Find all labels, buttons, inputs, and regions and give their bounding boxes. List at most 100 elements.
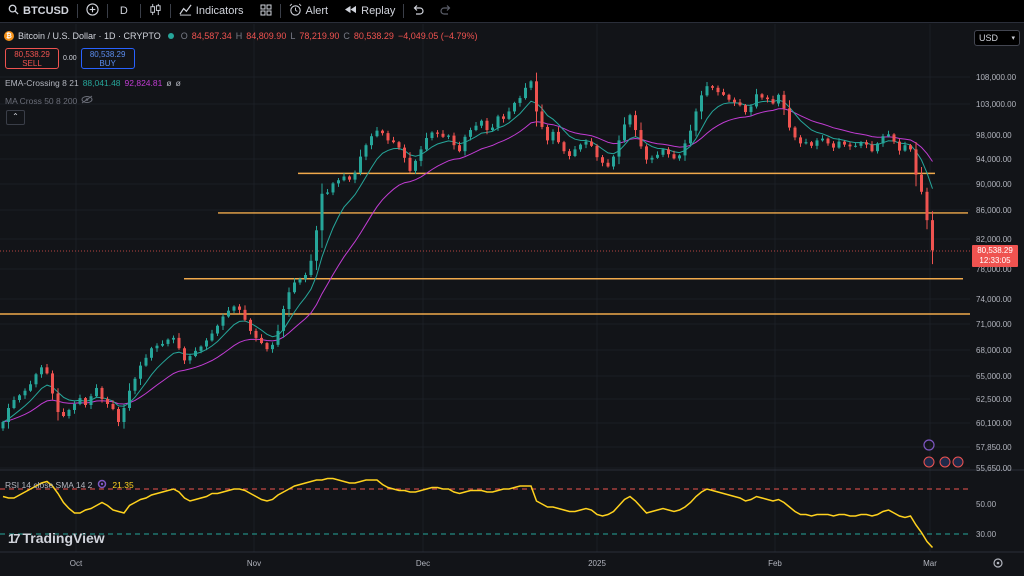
buy-button[interactable]: 80,538.29 BUY (80, 48, 135, 69)
alert-button[interactable]: Alert (281, 0, 337, 22)
divider (139, 4, 141, 18)
price-tick-label: 82,000.00 (976, 235, 1012, 244)
legend-title[interactable]: Bitcoin / U.S. Dollar · 1D · CRYPTO (18, 31, 161, 41)
high-label: H (235, 31, 243, 41)
candle-body (205, 340, 208, 347)
candle-body (210, 333, 214, 341)
replay-button[interactable]: Replay (336, 0, 403, 22)
interval-button[interactable]: D (108, 0, 140, 22)
price-tick-label: 74,000.00 (976, 295, 1012, 304)
time-tick-label: Oct (70, 559, 83, 568)
eye-hidden-icon[interactable] (81, 95, 93, 106)
ma-name: MA Cross 50 8 200 (5, 95, 78, 106)
sell-button[interactable]: 80,538.29 SELL (5, 48, 59, 69)
currency-selector[interactable]: USD ▾ (974, 30, 1020, 46)
tradingview-logo[interactable]: 17 TradingView (8, 530, 105, 546)
indicators-button[interactable]: Indicators (171, 0, 252, 22)
candle-body (386, 133, 390, 141)
ema-indicator-legend[interactable]: EMA-Crossing 8 21 88,041.48 92,824.81 ø … (5, 78, 181, 88)
candle-body (309, 260, 313, 275)
candle-body (78, 398, 82, 404)
candle-body (111, 404, 115, 409)
candle-body (524, 87, 527, 99)
candle-body (150, 348, 153, 358)
divider (106, 4, 108, 18)
redo-icon (440, 4, 452, 18)
candle-body (199, 346, 203, 351)
chevron-down-icon: ▾ (1011, 35, 1015, 42)
candle-body (815, 140, 819, 146)
alert-label: Alert (305, 5, 329, 17)
candle-body (903, 145, 907, 151)
compare-button[interactable] (78, 0, 107, 22)
candle-body (914, 149, 918, 175)
price-tick-label: 90,000.00 (976, 180, 1012, 189)
chart-settings-icon[interactable] (993, 558, 1003, 568)
candle-body (166, 339, 170, 344)
candle-body (238, 306, 241, 310)
settings-icon[interactable] (97, 479, 107, 491)
interval-label: D (119, 5, 128, 17)
candle-body (425, 138, 428, 150)
candle-body (480, 120, 483, 126)
divider (279, 4, 281, 18)
candle-body (705, 86, 709, 96)
divider (76, 4, 78, 18)
rsi-pane (0, 469, 1024, 549)
price-tick-label: 98,000.00 (976, 131, 1012, 140)
divider (169, 4, 171, 18)
candle-body (452, 135, 456, 146)
candle-body (89, 396, 93, 405)
rsi-legend[interactable]: RSI 14 close SMA 14 2 21.35 (5, 479, 134, 491)
candle-body (403, 147, 406, 158)
symbol-search[interactable]: BTCUSD (0, 0, 77, 22)
chart-type-button[interactable] (141, 0, 170, 22)
candle-body (458, 145, 461, 152)
ma-cross-indicator-legend[interactable]: MA Cross 50 8 200 (5, 95, 93, 106)
candle-body (469, 130, 472, 137)
redo-button[interactable] (432, 0, 460, 22)
candle-body (1, 422, 5, 429)
candle-body (133, 378, 137, 391)
candle-body (271, 344, 274, 350)
candle-body (95, 387, 98, 397)
open-label: O (180, 31, 188, 41)
candle-body (188, 356, 192, 361)
price-tick-label: 62,500.00 (976, 395, 1012, 404)
search-icon (8, 4, 19, 18)
candle-body (172, 337, 175, 340)
candle-body (320, 193, 324, 231)
templates-button[interactable] (252, 0, 280, 22)
price-tick-label: 108,000.00 (976, 73, 1017, 82)
candle-body (249, 319, 252, 331)
candle-body (513, 102, 516, 112)
candle-body (617, 140, 621, 157)
undo-button[interactable] (404, 0, 432, 22)
close-value: 80,538.29 (353, 31, 394, 41)
candle-body (661, 149, 665, 155)
candle-body (260, 337, 263, 344)
economic-event-icon (952, 456, 964, 468)
spread-value: 0.00 (63, 55, 77, 62)
price-chart[interactable]: 108,000.00 103,000.00 98,000.00 94,000.00 90… (0, 23, 1024, 576)
candle-body (337, 180, 340, 184)
candle-body (276, 330, 280, 345)
candle-body (216, 325, 219, 334)
candle-body (799, 137, 802, 144)
candle-body (694, 111, 698, 131)
ema-na-value-2: ø (175, 78, 181, 88)
sell-label: SELL (22, 59, 42, 68)
candle-body (364, 145, 368, 157)
candle-body (100, 387, 104, 399)
candle-body (645, 146, 648, 160)
collapse-legend-button[interactable]: ⌃ (6, 110, 25, 125)
candle-body (848, 144, 852, 147)
candle-body (843, 141, 846, 145)
candle-body (931, 220, 934, 251)
candle-body (502, 116, 505, 119)
candle-body (634, 115, 637, 131)
candle-body (419, 149, 423, 161)
time-tick-label: Nov (247, 559, 261, 568)
candle-body (738, 102, 742, 106)
ema-lines (2, 99, 933, 423)
